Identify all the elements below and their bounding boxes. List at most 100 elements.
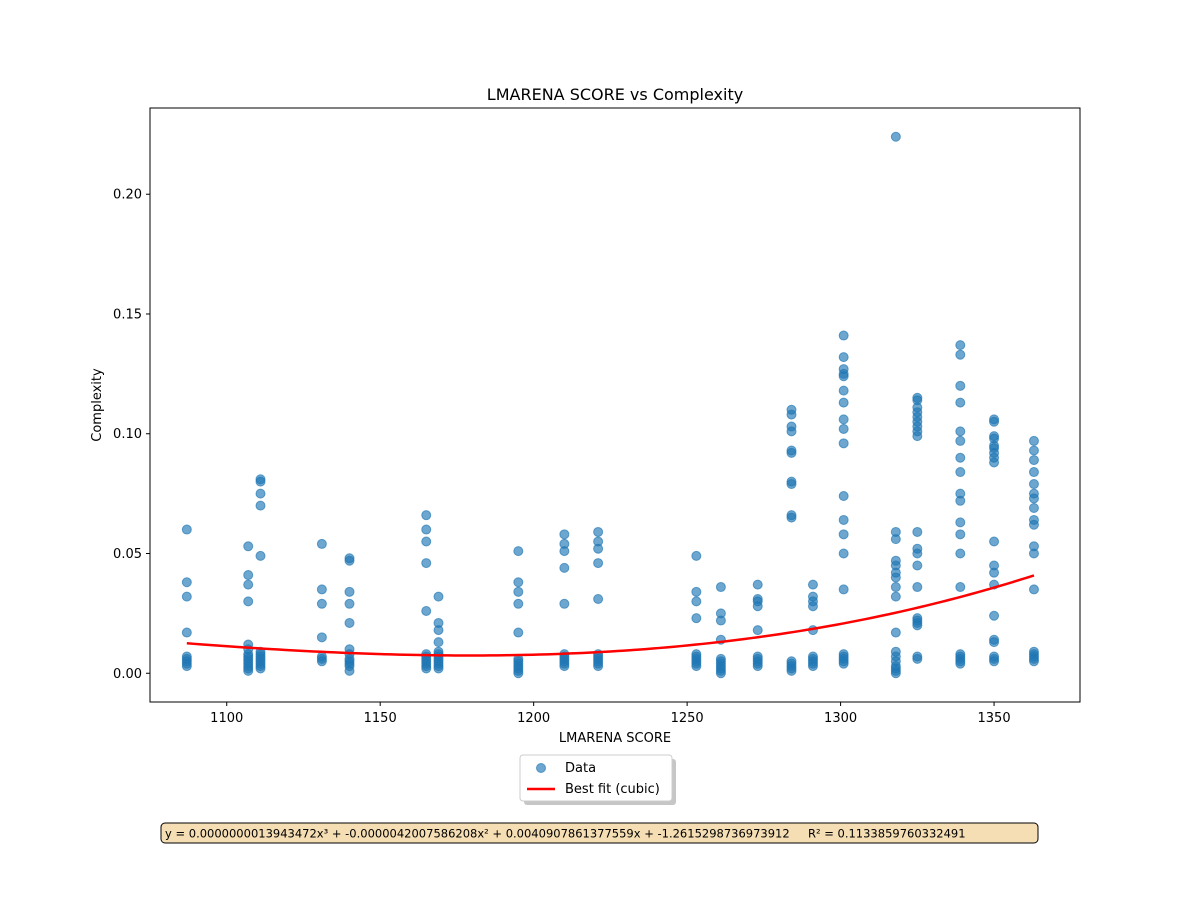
data-point: [715, 582, 726, 593]
data-point: [1028, 584, 1039, 595]
data-point: [421, 558, 432, 569]
data-point: [433, 625, 444, 636]
data-point: [838, 514, 849, 525]
data-point: [838, 397, 849, 408]
data-point: [989, 567, 1000, 578]
data-point: [421, 536, 432, 547]
data-point: [344, 665, 355, 676]
data-point: [989, 656, 1000, 667]
data-point: [316, 656, 327, 667]
data-point: [890, 668, 901, 679]
data-point: [421, 663, 432, 674]
data-point: [421, 510, 432, 521]
data-point: [838, 414, 849, 425]
data-point: [807, 661, 818, 672]
data-point: [752, 601, 763, 612]
equation-annotation: y = 0.0000000013943472x³ + -0.0000042007…: [160, 822, 1039, 844]
data-point: [344, 617, 355, 628]
data-point: [838, 584, 849, 595]
data-point: [593, 543, 604, 554]
data-point: [255, 488, 266, 499]
data-point: [316, 632, 327, 643]
x-tick-label: 1100: [210, 711, 243, 726]
legend-label-fit: Best fit (cubic): [565, 782, 660, 797]
data-point: [890, 534, 901, 545]
x-tick-label: 1250: [671, 711, 704, 726]
data-point: [316, 598, 327, 609]
data-point: [691, 613, 702, 624]
data-point: [691, 586, 702, 597]
data-point: [989, 536, 1000, 547]
data-point: [1028, 502, 1039, 513]
data-point: [691, 550, 702, 561]
data-point: [181, 577, 192, 588]
data-point: [421, 524, 432, 535]
y-axis-label: Complexity: [90, 368, 105, 442]
chart-title: LMARENA SCORE vs Complexity: [487, 85, 743, 104]
data-point: [955, 548, 966, 559]
data-point: [955, 340, 966, 351]
data-point: [890, 591, 901, 602]
data-point: [181, 627, 192, 638]
data-point: [316, 584, 327, 595]
data-point: [433, 663, 444, 674]
data-point: [752, 661, 763, 672]
data-point: [989, 610, 1000, 621]
data-point: [433, 591, 444, 602]
data-point: [838, 423, 849, 434]
data-point: [1028, 455, 1039, 466]
data-point: [559, 562, 570, 573]
equation-box: [160, 822, 1039, 844]
y-tick-label: 0.05: [113, 547, 142, 562]
data-point: [955, 452, 966, 463]
y-tick-label: 0.10: [113, 427, 142, 442]
data-point: [243, 596, 254, 607]
data-point: [752, 625, 763, 636]
legend: Data Best fit (cubic): [519, 754, 676, 805]
data-point: [955, 397, 966, 408]
data-point: [989, 457, 1000, 468]
data-point: [181, 661, 192, 672]
data-point: [786, 447, 797, 458]
data-point: [691, 661, 702, 672]
data-point: [838, 548, 849, 559]
data-point: [890, 131, 901, 142]
data-point: [912, 582, 923, 593]
data-point: [890, 627, 901, 638]
data-point: [344, 555, 355, 566]
data-point: [715, 615, 726, 626]
data-point: [786, 665, 797, 676]
data-point: [593, 661, 604, 672]
legend-box: [519, 754, 673, 802]
data-point: [838, 438, 849, 449]
x-tick-label: 1350: [978, 711, 1011, 726]
x-axis-label: LMARENA SCORE: [559, 731, 671, 746]
data-point: [715, 668, 726, 679]
data-point: [1028, 435, 1039, 446]
data-point: [838, 385, 849, 396]
data-point: [955, 529, 966, 540]
data-point: [786, 426, 797, 437]
data-point: [912, 653, 923, 664]
y-axis-ticks: 0.00 0.05 0.10 0.15 0.20: [113, 188, 150, 682]
data-point: [838, 371, 849, 382]
legend-label-data: Data: [565, 761, 596, 776]
data-point: [593, 594, 604, 605]
data-point: [807, 579, 818, 590]
data-point: [344, 586, 355, 597]
data-point: [1028, 445, 1039, 456]
data-point: [243, 570, 254, 581]
data-point: [513, 577, 524, 588]
data-points: [181, 131, 1039, 679]
data-point: [255, 663, 266, 674]
y-tick-label: 0.20: [113, 188, 142, 203]
data-point: [344, 598, 355, 609]
data-point: [955, 658, 966, 669]
data-point: [593, 526, 604, 537]
data-point: [955, 582, 966, 593]
data-point: [1028, 467, 1039, 478]
data-point: [513, 627, 524, 638]
legend-marker-data: [536, 763, 546, 773]
data-point: [181, 524, 192, 535]
data-point: [890, 582, 901, 593]
